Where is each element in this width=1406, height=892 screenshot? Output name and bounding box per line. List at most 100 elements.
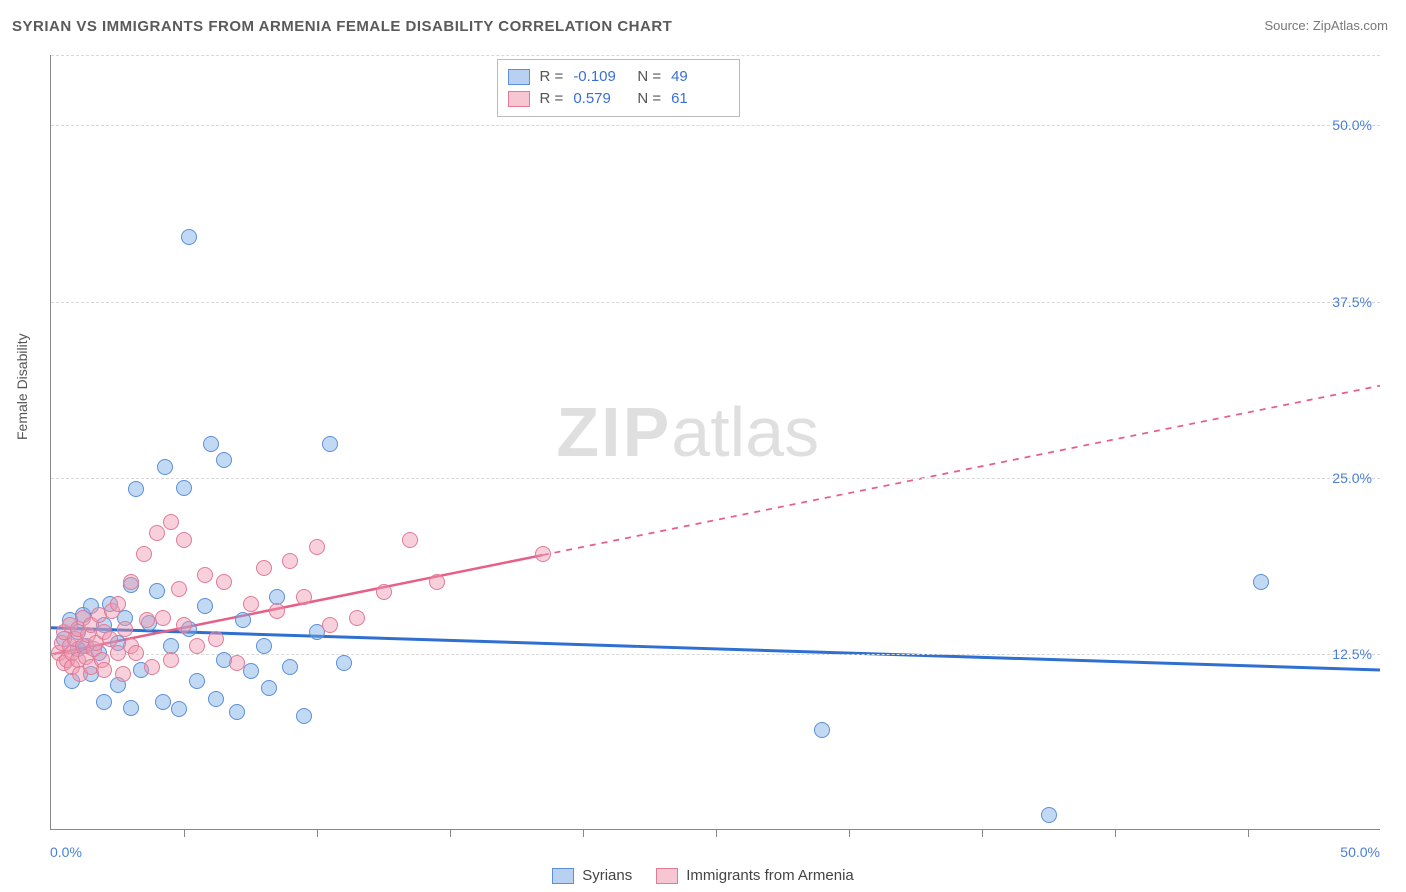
- trend-lines: [51, 55, 1380, 829]
- data-point: [1041, 807, 1057, 823]
- x-tick: [716, 829, 717, 837]
- data-point: [189, 673, 205, 689]
- legend-swatch: [552, 868, 574, 884]
- data-point: [261, 680, 277, 696]
- n-label: N =: [637, 88, 661, 110]
- data-point: [208, 631, 224, 647]
- data-point: [208, 691, 224, 707]
- x-tick: [982, 829, 983, 837]
- data-point: [256, 638, 272, 654]
- data-point: [117, 621, 133, 637]
- data-point: [149, 525, 165, 541]
- data-point: [216, 574, 232, 590]
- watermark-zip: ZIP: [556, 393, 671, 471]
- legend-row: R =0.579N =61: [508, 88, 726, 110]
- data-point: [110, 596, 126, 612]
- gridline: [51, 478, 1380, 479]
- data-point: [139, 612, 155, 628]
- data-point: [256, 560, 272, 576]
- x-axis-min-label: 0.0%: [50, 844, 82, 860]
- data-point: [296, 708, 312, 724]
- r-value: 0.579: [573, 88, 627, 110]
- x-tick: [583, 829, 584, 837]
- data-point: [349, 610, 365, 626]
- source-prefix: Source:: [1264, 18, 1312, 33]
- legend-label: Immigrants from Armenia: [686, 867, 854, 884]
- legend-label: Syrians: [582, 867, 632, 884]
- data-point: [115, 666, 131, 682]
- data-point: [336, 655, 352, 671]
- data-point: [1253, 574, 1269, 590]
- data-point: [176, 617, 192, 633]
- data-point: [296, 589, 312, 605]
- legend-row: R = -0.109 N = 49: [508, 66, 726, 88]
- data-point: [429, 574, 445, 590]
- data-point: [197, 567, 213, 583]
- data-point: [136, 546, 152, 562]
- data-point: [814, 722, 830, 738]
- data-point: [123, 700, 139, 716]
- x-tick: [1248, 829, 1249, 837]
- data-point: [535, 546, 551, 562]
- x-tick: [184, 829, 185, 837]
- legend-swatch: [656, 868, 678, 884]
- legend-swatch: [508, 91, 530, 107]
- r-value: -0.109: [573, 66, 627, 88]
- data-point: [243, 596, 259, 612]
- data-point: [282, 553, 298, 569]
- data-point: [176, 480, 192, 496]
- gridline: [51, 302, 1380, 303]
- data-point: [197, 598, 213, 614]
- y-axis-title: Female Disability: [14, 333, 30, 440]
- data-point: [322, 436, 338, 452]
- watermark-atlas: atlas: [671, 393, 819, 471]
- n-label: N =: [637, 66, 661, 88]
- data-point: [96, 694, 112, 710]
- data-point: [176, 532, 192, 548]
- data-point: [96, 662, 112, 678]
- data-point: [229, 704, 245, 720]
- x-axis-max-label: 50.0%: [1340, 844, 1380, 860]
- y-tick-label: 37.5%: [1332, 294, 1372, 310]
- data-point: [189, 638, 205, 654]
- data-point: [171, 701, 187, 717]
- x-tick: [317, 829, 318, 837]
- data-point: [203, 436, 219, 452]
- x-tick: [849, 829, 850, 837]
- correlation-legend: R = -0.109 N = 49R = 0.579 N = 61: [497, 59, 741, 117]
- gridline: [51, 125, 1380, 126]
- data-point: [128, 645, 144, 661]
- source-name: ZipAtlas.com: [1313, 18, 1388, 33]
- x-tick: [1115, 829, 1116, 837]
- data-point: [216, 452, 232, 468]
- data-point: [171, 581, 187, 597]
- source-attribution: Source: ZipAtlas.com: [1264, 18, 1388, 33]
- data-point: [163, 652, 179, 668]
- legend-swatch: [508, 69, 530, 85]
- y-tick-label: 25.0%: [1332, 470, 1372, 486]
- legend-item: Syrians: [552, 867, 632, 884]
- data-point: [149, 583, 165, 599]
- data-point: [123, 574, 139, 590]
- data-point: [269, 603, 285, 619]
- scatter-plot-area: ZIPatlas R =-0.109N =49R =0.579N =61 12.…: [50, 55, 1380, 830]
- series-legend: Syrians Immigrants from Armenia: [0, 867, 1406, 884]
- gridline: [51, 55, 1380, 56]
- n-value: 61: [671, 88, 725, 110]
- data-point: [376, 584, 392, 600]
- n-value: 49: [671, 66, 725, 88]
- data-point: [155, 610, 171, 626]
- y-tick-label: 50.0%: [1332, 117, 1372, 133]
- r-label: R =: [540, 66, 564, 88]
- data-point: [243, 663, 259, 679]
- x-tick: [450, 829, 451, 837]
- data-point: [144, 659, 160, 675]
- data-point: [181, 229, 197, 245]
- data-point: [322, 617, 338, 633]
- gridline: [51, 654, 1380, 655]
- data-point: [155, 694, 171, 710]
- data-point: [235, 612, 251, 628]
- data-point: [229, 655, 245, 671]
- data-point: [163, 514, 179, 530]
- data-point: [157, 459, 173, 475]
